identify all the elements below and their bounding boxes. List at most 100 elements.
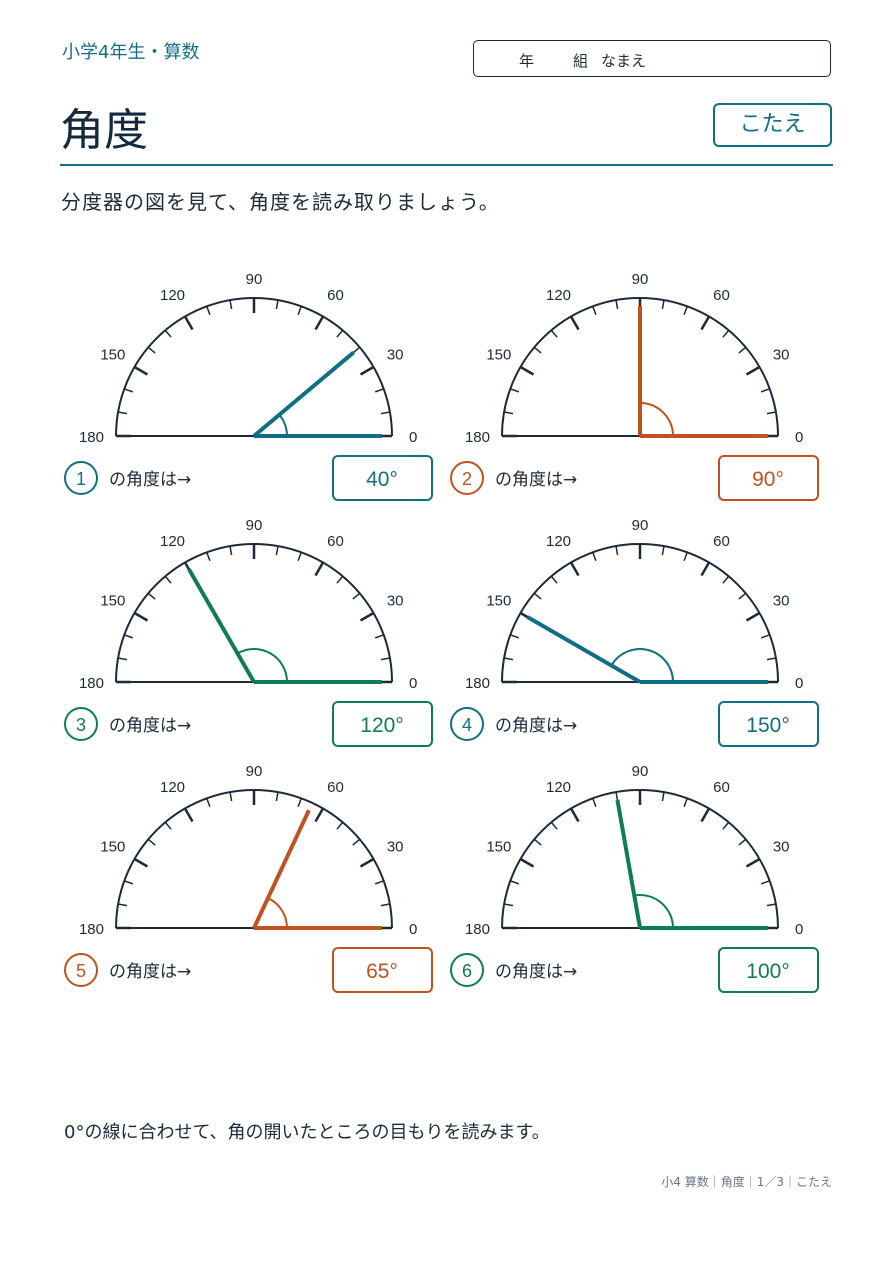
problem-number-circle [450,953,484,987]
class-label: 組 [573,52,589,70]
answer-box [332,455,433,501]
tick-mark [117,903,128,907]
scale-label: 0 [409,429,417,446]
answer-box [718,455,819,501]
tick-mark [519,857,535,868]
tick-mark [760,388,770,393]
tick-mark [510,388,520,393]
tick-mark [745,365,761,376]
question-text: の角度は→ [109,470,191,490]
answer-box [718,947,819,993]
footer-note: 0°の線に合わせて、角の開いたところの目もりを読みます。 [64,1122,550,1143]
tick-mark [766,657,777,661]
tick-mark [550,575,558,584]
tick-mark [738,838,747,846]
scale-label: 180 [465,675,490,692]
tick-mark [661,299,665,310]
tick-mark [510,880,520,885]
tick-mark [314,315,325,331]
scale-label: 60 [713,779,730,796]
tick-mark [374,388,384,393]
scale-label: 150 [486,593,511,610]
tick-mark [124,880,134,885]
tick-mark [297,552,302,562]
protractor-arc [115,789,393,929]
scale-label: 180 [79,429,104,446]
angle-arm [615,799,642,929]
tick-mark [722,575,730,584]
tick-mark [683,306,688,316]
tick-mark [147,346,156,354]
tick-mark [297,306,302,316]
tick-mark [722,329,730,338]
scale-label: 150 [100,347,125,364]
scale-label: 30 [773,347,790,364]
answer-value: 40° [366,468,398,491]
question-text: の角度は→ [109,962,191,982]
tick-mark [183,315,194,331]
tick-mark [275,791,279,802]
header-divider [60,164,833,166]
scale-label: 90 [246,271,263,288]
scale-label: 0 [795,429,803,446]
tick-mark [683,552,688,562]
tick-mark [760,880,770,885]
tick-mark [336,575,344,584]
scale-label: 90 [632,763,649,780]
tick-mark [533,346,542,354]
answer-box [718,701,819,747]
problem-number: 2 [462,469,472,489]
protractor-6: 0 30 60 90 120 150 180 6 の角度は→ 100° [450,763,819,993]
tick-mark [147,592,156,600]
answer-box [332,947,433,993]
tick-mark [592,552,597,562]
protractor-arc [501,543,779,683]
tick-mark [760,634,770,639]
problem-number: 3 [76,715,86,735]
scale-label: 150 [100,839,125,856]
problem-number-circle [450,707,484,741]
angle-arm [526,615,641,684]
problem-number-circle [64,953,98,987]
tick-mark [359,857,375,868]
scale-label: 120 [160,287,185,304]
tick-mark [314,561,325,577]
tick-mark [124,634,134,639]
tick-mark [336,821,344,830]
name-box[interactable]: 年 組 なまえ [473,40,831,77]
problem-number-circle [64,461,98,495]
scale-label: 30 [773,839,790,856]
tick-mark [510,634,520,639]
scale-label: 120 [546,779,571,796]
angle-arc [237,648,288,683]
scale-label: 180 [79,675,104,692]
problem-number: 1 [76,469,86,489]
scale-label: 0 [795,675,803,692]
tick-mark [615,791,619,802]
tick-mark [374,880,384,885]
tick-mark [352,838,361,846]
tick-mark [766,903,777,907]
angle-arc [634,894,674,929]
answer-value: 90° [752,468,784,491]
question-text: の角度は→ [495,470,577,490]
scale-label: 30 [773,593,790,610]
question-text: の角度は→ [495,962,577,982]
question-text: の角度は→ [495,716,577,736]
tick-mark [683,798,688,808]
tick-mark [275,299,279,310]
scale-label: 30 [387,347,404,364]
protractor-arc [115,543,393,683]
tick-mark [503,657,514,661]
protractor-3: 0 30 60 90 120 150 180 3 の角度は→ 120° [64,517,433,747]
tick-mark [569,315,580,331]
tick-mark [745,611,761,622]
scale-label: 30 [387,593,404,610]
tick-mark [164,329,172,338]
answer-value: 65° [366,960,398,983]
angle-arc [610,648,674,683]
scale-label: 60 [327,779,344,796]
scale-label: 150 [486,347,511,364]
tick-mark [117,657,128,661]
